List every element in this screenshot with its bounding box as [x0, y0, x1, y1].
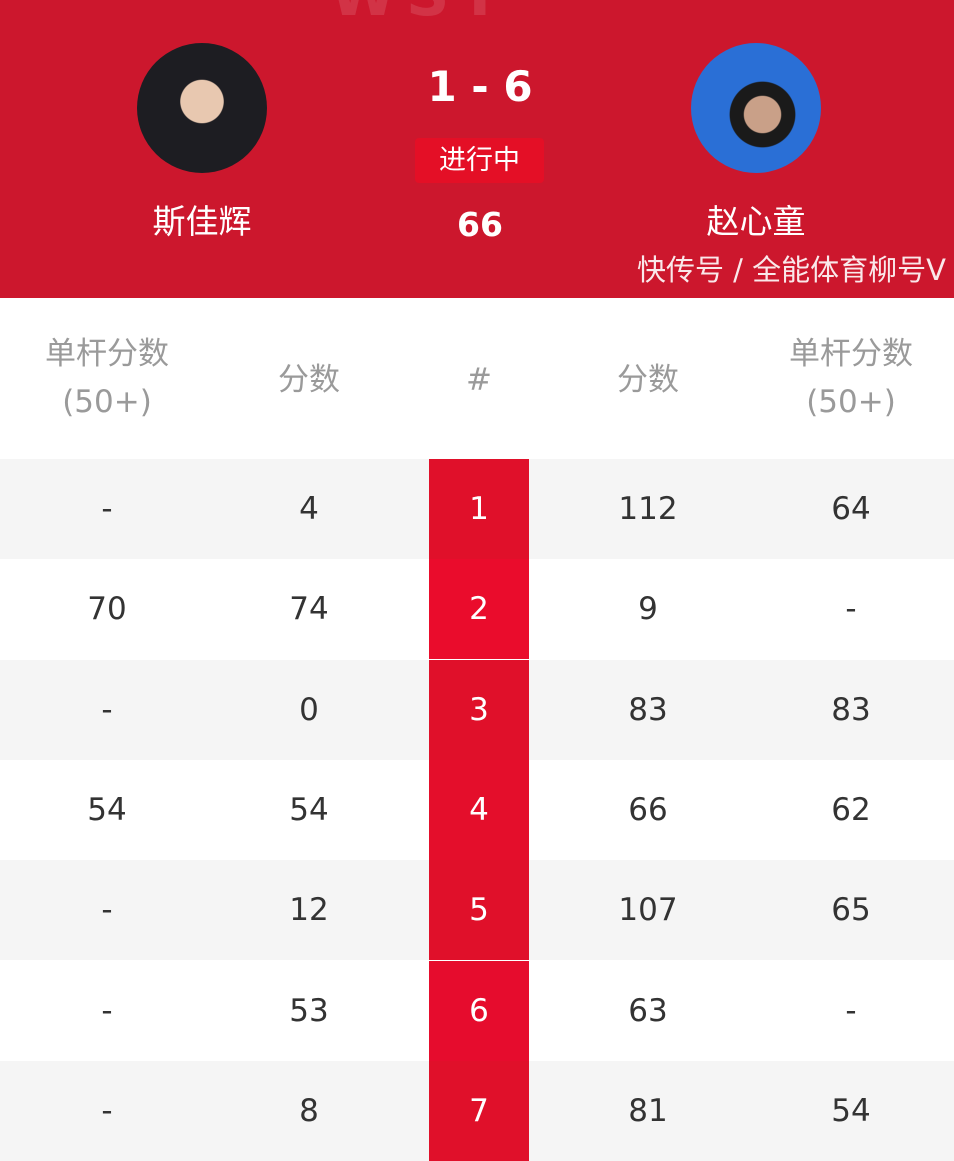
col-label: 单杆分数	[789, 336, 913, 372]
cell-p2-break: -	[845, 591, 857, 628]
cell-p2-break: 64	[831, 491, 871, 527]
cell-p2-break: 54	[831, 1092, 871, 1129]
cell-p2-score: 66	[628, 791, 668, 828]
cell-p2-break: 83	[831, 691, 871, 728]
cell-p1-break: 54	[87, 791, 127, 828]
player2-name[interactable]: 赵心童	[706, 202, 806, 241]
logo-watermark: WST	[330, 0, 510, 30]
col-p1-score: 分数	[278, 362, 340, 398]
cell-p2-break: -	[845, 992, 857, 1029]
cell-p1-break: -	[101, 992, 113, 1029]
cell-p1-break: -	[101, 691, 113, 728]
col-label: (50+)	[62, 384, 152, 420]
current-frame-score: 66	[457, 205, 503, 244]
col-p1-break: 单杆分数 (50+)	[7, 330, 207, 426]
cell-p1-score: 0	[299, 691, 319, 728]
cell-p1-break: -	[101, 491, 113, 527]
table-row: 54 54 4 66 62	[0, 759, 954, 860]
cell-p2-break: 62	[831, 791, 871, 828]
cell-p1-break: -	[101, 892, 113, 929]
table-row: - 4 1 112 64	[0, 459, 954, 559]
cell-p2-score: 9	[638, 591, 658, 628]
table-row: - 8 7 81 54	[0, 1060, 954, 1161]
cell-frame: 5	[429, 860, 529, 961]
match-score: 1 - 6	[427, 62, 533, 111]
cell-p1-break: 70	[87, 591, 127, 628]
cell-p1-score: 54	[289, 791, 329, 828]
cell-p2-score: 81	[628, 1092, 668, 1129]
cell-p1-score: 12	[289, 892, 329, 929]
cell-p2-score: 63	[628, 992, 668, 1029]
match-header: WST 斯佳辉 赵心童 1 - 6 进行中 66 快传号 / 全能体育柳号V	[0, 0, 954, 298]
cell-p1-score: 8	[299, 1092, 319, 1129]
table-row: - 12 5 107 65	[0, 860, 954, 961]
col-p2-break: 单杆分数 (50+)	[751, 330, 951, 426]
col-p2-score: 分数	[617, 362, 679, 398]
table-row: - 0 3 83 83	[0, 659, 954, 760]
player1-name[interactable]: 斯佳辉	[152, 202, 252, 241]
col-label: (50+)	[806, 384, 896, 420]
cell-p1-score: 53	[289, 992, 329, 1029]
status-badge: 进行中	[415, 138, 544, 183]
table-row: - 53 6 63 -	[0, 960, 954, 1061]
player1-avatar[interactable]	[137, 43, 267, 173]
cell-p2-score: 107	[618, 892, 678, 929]
table-row: 70 74 2 9 -	[0, 559, 954, 660]
cell-p1-break: -	[101, 1092, 113, 1129]
col-frame: #	[466, 362, 492, 398]
cell-frame: 6	[429, 960, 529, 1061]
player2-avatar[interactable]	[691, 43, 821, 173]
cell-frame: 1	[429, 459, 529, 559]
cell-frame: 2	[429, 559, 529, 660]
watermark: 快传号 / 全能体育柳号V	[636, 253, 946, 287]
cell-p1-score: 74	[289, 591, 329, 628]
cell-frame: 3	[429, 659, 529, 760]
cell-p2-score: 83	[628, 691, 668, 728]
cell-p1-score: 4	[299, 491, 319, 527]
cell-p2-break: 65	[831, 892, 871, 929]
cell-p2-score: 112	[618, 491, 678, 527]
cell-frame: 7	[429, 1060, 529, 1161]
cell-frame: 4	[429, 759, 529, 860]
col-label: 单杆分数	[45, 336, 169, 372]
